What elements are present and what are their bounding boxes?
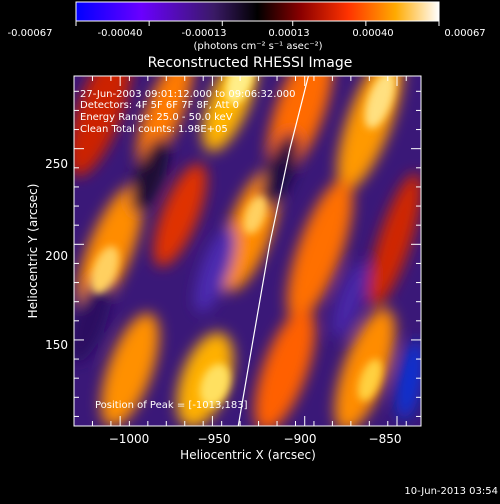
y-tick-label: 150 — [45, 338, 68, 352]
heatmap-image — [74, 76, 421, 426]
y-axis — [74, 90, 421, 417]
colorbar: -0.00067 -0.00040 -0.00013 0.00013 0.000… — [8, 1, 486, 52]
y-tick-label: 250 — [45, 157, 68, 171]
colorbar-units: (photons cm⁻² s⁻¹ asec⁻²) — [193, 41, 322, 52]
chart-title: Reconstructed RHESSI Image — [148, 55, 353, 71]
y-tick-label: 200 — [45, 249, 68, 263]
y-axis-label: Heliocentric Y (arcsec) — [26, 184, 40, 319]
colorbar-tick-label: 0.00013 — [268, 28, 309, 39]
colorbar-tick-label: 0.00067 — [444, 28, 485, 39]
x-axis — [73, 76, 407, 426]
plot-frame — [73, 75, 422, 427]
x-tick-label: −950 — [198, 432, 231, 446]
annotation-detectors: Detectors: 4F 5F 6F 7F 8F, Att 0 — [80, 100, 239, 111]
colorbar-tick-label: 0.00040 — [352, 28, 393, 39]
annotation-clean-counts: Clean Total counts: 1.98E+05 — [80, 124, 228, 135]
x-tick-label: −1000 — [109, 432, 150, 446]
colorbar-tick-label: -0.00040 — [98, 28, 143, 39]
solar-limb-line — [237, 76, 309, 426]
annotation-energy-range: Energy Range: 25.0 - 50.0 keV — [80, 112, 233, 123]
peak-position-label: Position of Peak = [-1013,183] — [95, 400, 248, 411]
x-axis-label: Heliocentric X (arcsec) — [180, 448, 316, 462]
colorbar-tick-label: -0.00067 — [8, 28, 53, 39]
x-tick-label: −850 — [369, 432, 402, 446]
colorbar-tick-label: -0.00013 — [182, 28, 227, 39]
colorbar-gradient — [76, 2, 439, 21]
annotation-time-range: 27-Jun-2003 09:01:12.000 to 09:06:32.000 — [80, 89, 296, 100]
x-tick-label: −900 — [284, 432, 317, 446]
footer-timestamp: 10-Jun-2013 03:54 — [404, 486, 498, 497]
